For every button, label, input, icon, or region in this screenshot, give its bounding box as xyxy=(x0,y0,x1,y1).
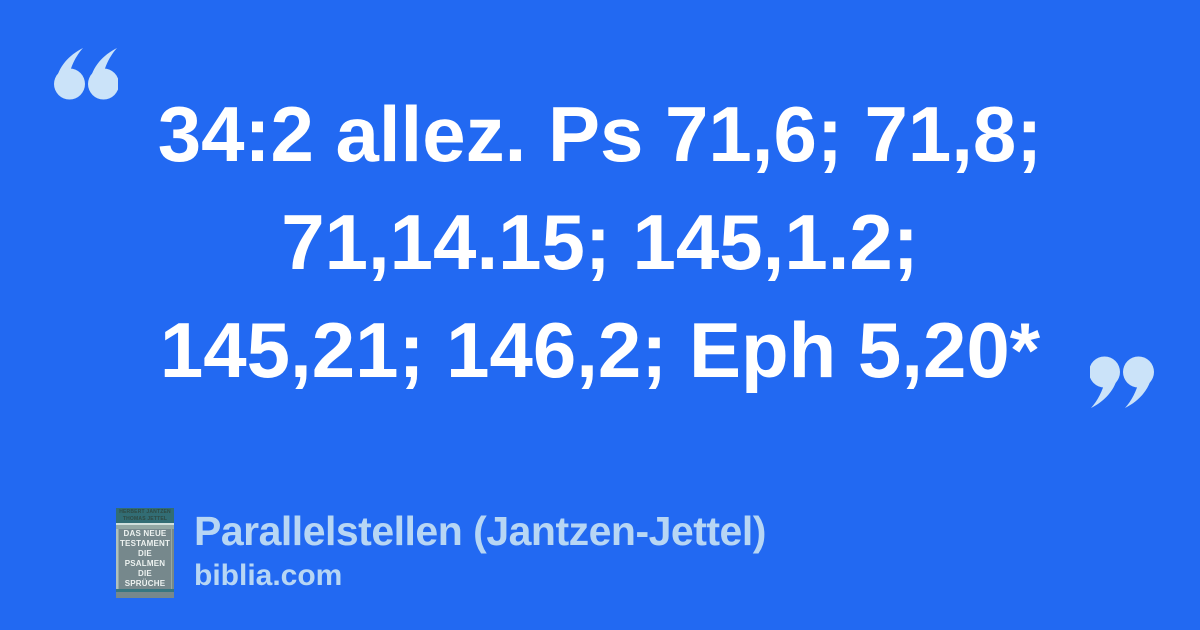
opening-quote-icon xyxy=(54,46,118,100)
book-cover-title-line: TESTAMENT xyxy=(119,538,171,548)
book-cover-thumbnail: HERBERT JANTZEN THOMAS JETTEL DAS NEUE T… xyxy=(116,508,174,598)
book-cover-stripe xyxy=(116,588,174,592)
site-name-label: biblia.com xyxy=(194,559,343,592)
source-attribution: HERBERT JANTZEN THOMAS JETTEL DAS NEUE T… xyxy=(116,508,766,598)
quote-line: 145,21; 146,2; Eph 5,20* xyxy=(159,306,1041,394)
book-cover-title-line: DAS NEUE xyxy=(123,528,167,538)
book-cover-authors: HERBERT JANTZEN THOMAS JETTEL xyxy=(116,508,174,524)
source-title-label: Parallelstellen (Jantzen-Jettel) xyxy=(194,508,766,554)
closing-quote-icon xyxy=(1090,356,1154,410)
book-cover-title: DAS NEUE TESTAMENT DIE PSALMEN DIE SPRÜC… xyxy=(119,528,171,589)
book-cover-spacer xyxy=(116,524,174,529)
book-cover-bottom-band xyxy=(116,591,174,598)
quote-text: 34:2 allez. Ps 71,6; 71,8; 71,14.15; 145… xyxy=(45,80,1155,404)
source-text-block: Parallelstellen (Jantzen-Jettel) biblia.… xyxy=(194,508,766,593)
quote-line: 34:2 allez. Ps 71,6; 71,8; xyxy=(157,90,1043,178)
book-cover-author-line: HERBERT JANTZEN xyxy=(119,508,171,515)
quote-line: 71,14.15; 145,1.2; xyxy=(281,198,919,286)
book-cover-title-line: DIE SPRÜCHE xyxy=(124,568,166,588)
book-cover-title-line: DIE PSALMEN xyxy=(124,548,166,568)
book-cover-author-line: THOMAS JETTEL xyxy=(122,515,168,522)
book-cover-divider xyxy=(116,523,174,525)
